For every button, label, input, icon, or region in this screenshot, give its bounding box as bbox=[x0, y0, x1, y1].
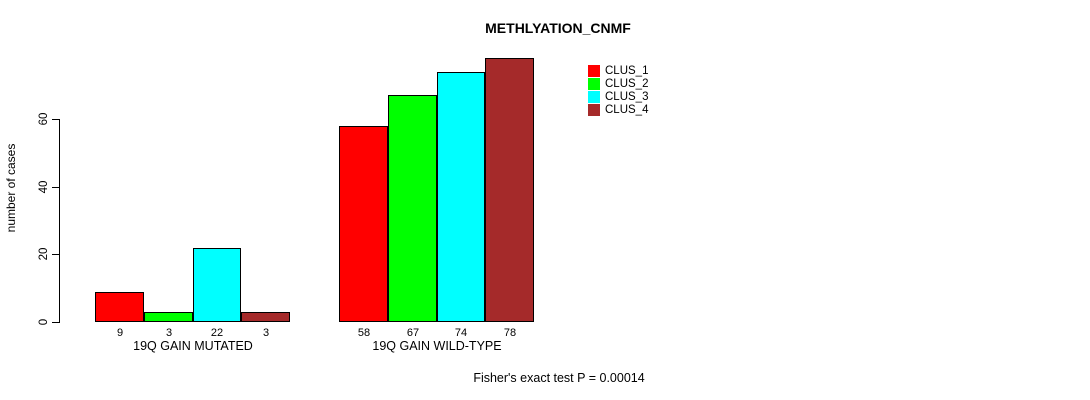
bar-value-label: 67 bbox=[406, 327, 420, 339]
y-axis-tick bbox=[52, 187, 59, 188]
y-axis-title: number of cases bbox=[4, 143, 18, 233]
bar bbox=[241, 312, 290, 322]
legend-swatch bbox=[588, 77, 600, 90]
legend-item: CLUS_1 bbox=[588, 64, 648, 77]
legend: CLUS_1 CLUS_2 CLUS_3 CLUS_4 bbox=[588, 64, 648, 117]
bar-value-label: 3 bbox=[262, 327, 270, 339]
bar-value-label: 9 bbox=[116, 327, 124, 339]
bar-value-label: 3 bbox=[165, 327, 173, 339]
y-tick-label: 60 bbox=[38, 112, 50, 126]
y-axis-line bbox=[59, 119, 60, 323]
bar bbox=[388, 95, 437, 322]
legend-item: CLUS_4 bbox=[588, 104, 648, 117]
bar-value-label: 74 bbox=[454, 327, 468, 339]
y-axis-tick bbox=[52, 119, 59, 120]
legend-label: CLUS_2 bbox=[605, 77, 649, 90]
y-tick-label: 0 bbox=[38, 318, 50, 326]
bar bbox=[95, 292, 144, 322]
legend-item: CLUS_3 bbox=[588, 90, 648, 103]
y-tick-label: 40 bbox=[38, 180, 50, 194]
bar bbox=[193, 248, 241, 322]
bar-value-label: 78 bbox=[503, 327, 517, 339]
bar bbox=[144, 312, 193, 322]
legend-swatch bbox=[588, 90, 600, 103]
legend-swatch bbox=[588, 64, 600, 77]
legend-label: CLUS_4 bbox=[605, 104, 649, 117]
y-tick-label: 20 bbox=[38, 247, 50, 261]
legend-label: CLUS_3 bbox=[605, 90, 649, 103]
legend-swatch bbox=[588, 104, 600, 117]
chart-title: METHLYATION_CNMF bbox=[485, 20, 631, 36]
legend-label: CLUS_1 bbox=[605, 64, 649, 77]
y-axis-tick bbox=[52, 254, 59, 255]
footer-stat: Fisher's exact test P = 0.00014 bbox=[473, 371, 645, 385]
legend-item: CLUS_2 bbox=[588, 77, 648, 90]
y-axis-tick bbox=[52, 322, 59, 323]
bar bbox=[339, 126, 388, 322]
bar bbox=[437, 72, 485, 322]
bar-value-label: 58 bbox=[357, 327, 371, 339]
bar-value-label: 22 bbox=[210, 327, 224, 339]
group-label: 19Q GAIN WILD-TYPE bbox=[372, 339, 502, 353]
bar bbox=[485, 58, 534, 322]
group-label: 19Q GAIN MUTATED bbox=[133, 339, 253, 353]
